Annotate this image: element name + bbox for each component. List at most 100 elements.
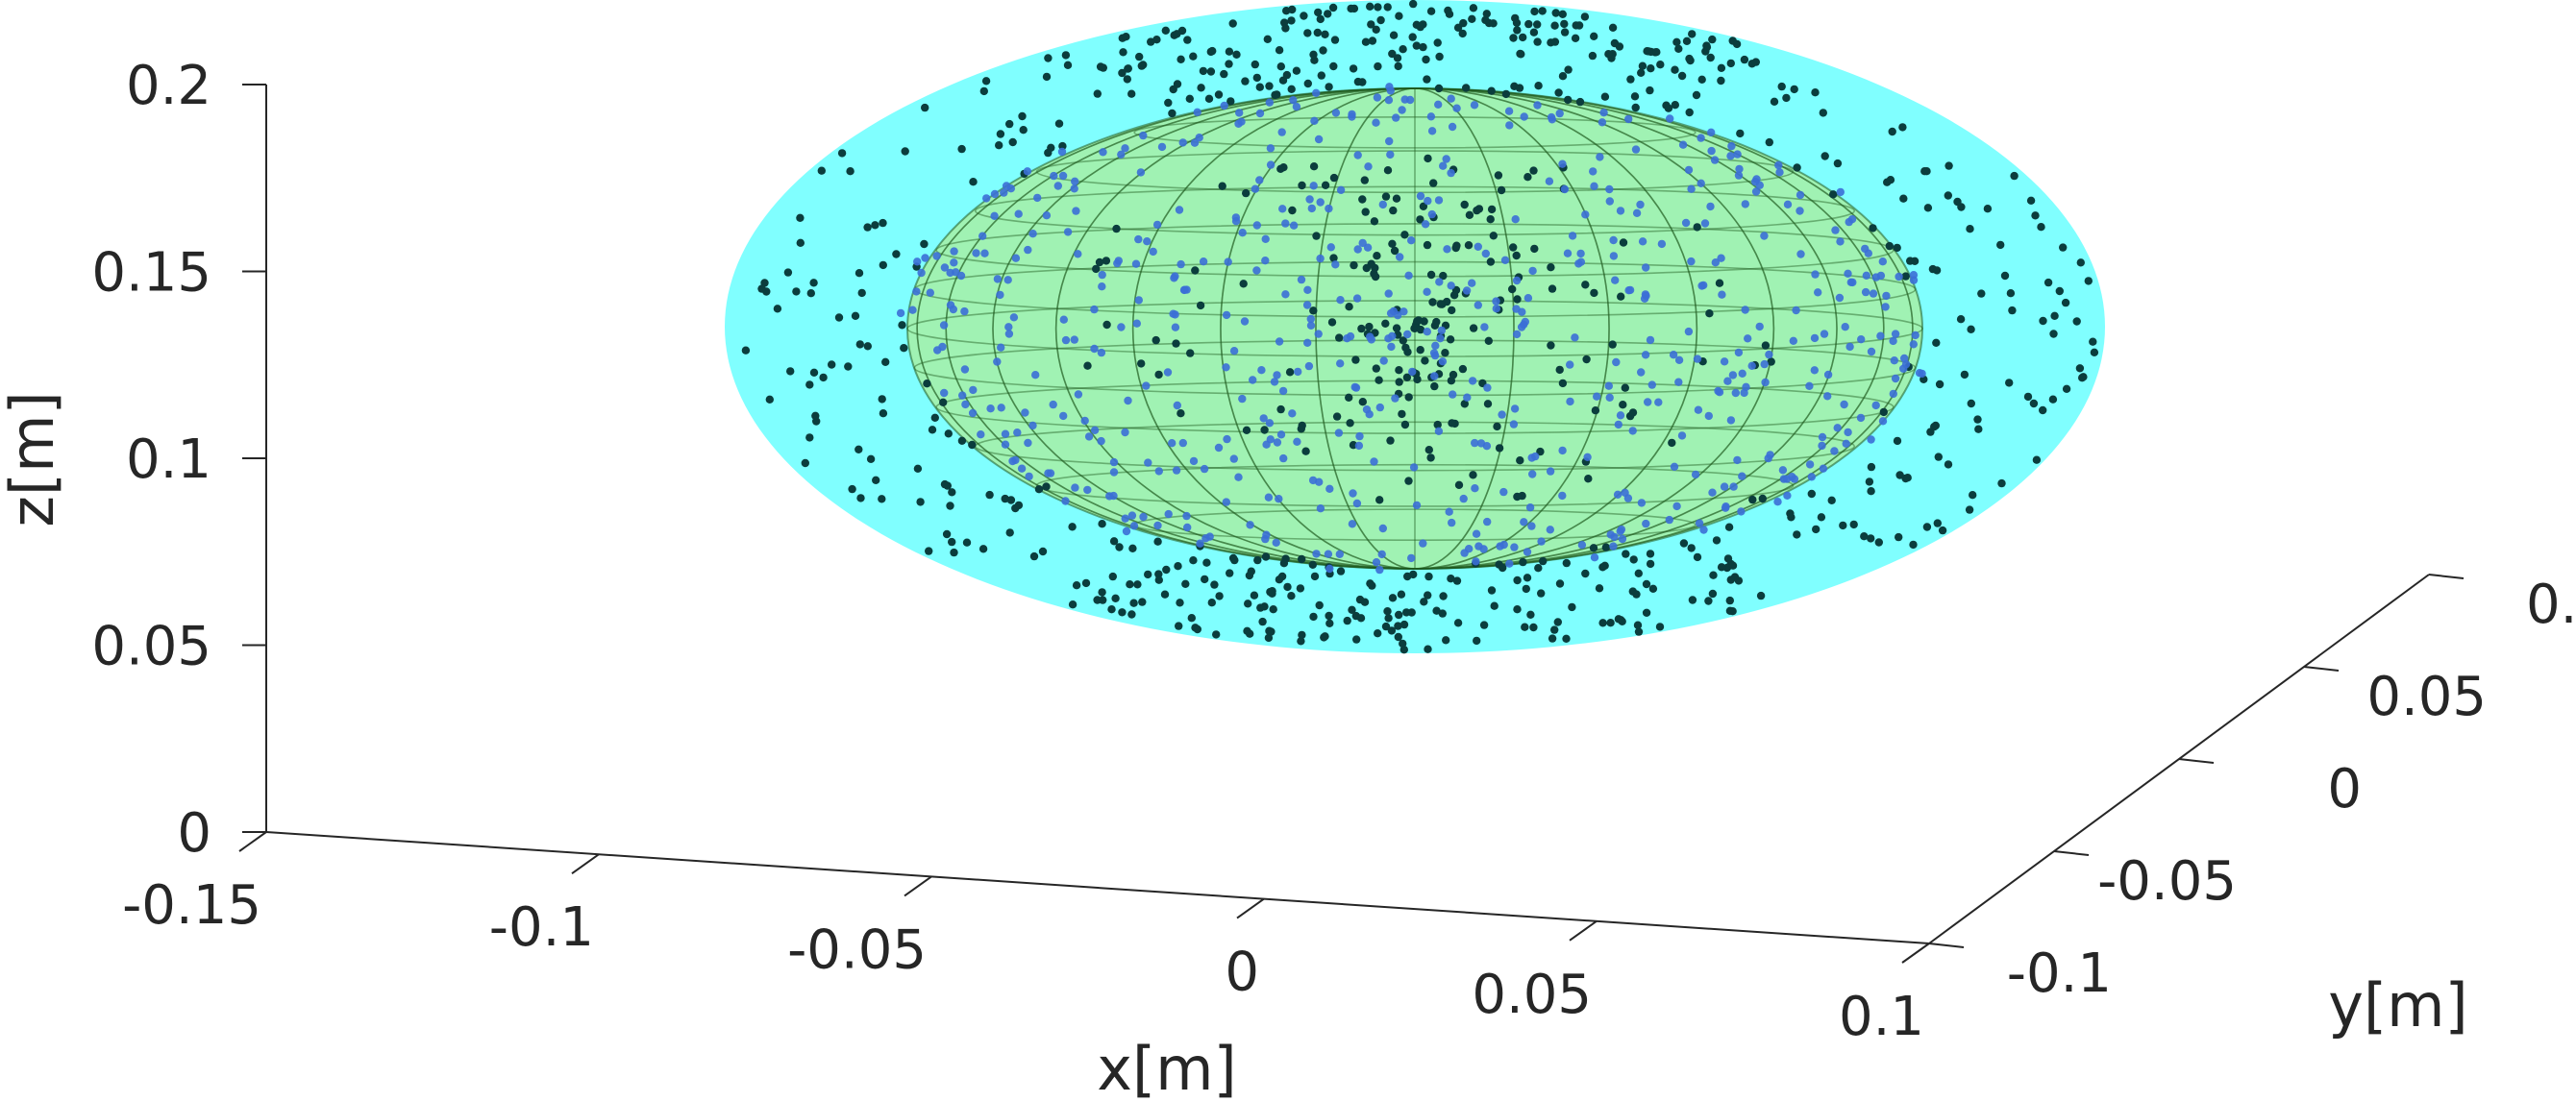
scatter-point-blue <box>1901 359 1911 369</box>
scatter-point-blue <box>1343 334 1351 343</box>
scatter-point-dark <box>1499 563 1507 573</box>
scatter-point-blue <box>1335 550 1345 558</box>
scatter-point-dark <box>1458 29 1467 38</box>
scatter-point-blue <box>1121 428 1129 437</box>
scatter-point-blue <box>1691 470 1700 479</box>
scatter-point-blue <box>1632 208 1642 217</box>
scatter-point-dark <box>1329 254 1338 262</box>
scatter-point-dark <box>1310 572 1320 581</box>
scatter-point-blue <box>1773 498 1782 506</box>
scatter-point-blue <box>1336 359 1345 368</box>
scatter-point-dark <box>1335 333 1344 342</box>
scatter-point-dark <box>1226 97 1235 106</box>
scatter-point-dark <box>1534 564 1543 573</box>
scatter-point-blue <box>1665 515 1674 525</box>
x-ticks: -0.15 -0.1 -0.05 0 0.05 0.1 <box>122 831 1930 1048</box>
scatter-point-blue <box>1669 351 1678 359</box>
scatter-point-dark <box>1922 523 1932 531</box>
scatter-point-blue <box>1729 482 1738 491</box>
scatter-point-blue <box>1699 526 1708 534</box>
scatter-point-dark <box>1402 373 1412 381</box>
scatter-point-dark <box>1404 477 1413 485</box>
scatter-point-blue <box>1385 136 1394 146</box>
scatter-point-dark <box>1439 271 1448 281</box>
scatter-point-dark <box>1265 82 1274 90</box>
scatter-point-dark <box>1384 614 1393 623</box>
scatter-point-blue <box>1609 235 1618 245</box>
scatter-point-dark <box>1366 2 1375 11</box>
scatter-point-dark <box>1642 579 1651 589</box>
scatter-point-dark <box>1865 478 1874 486</box>
scatter-point-blue <box>1427 209 1437 219</box>
scatter-point-dark <box>1207 599 1217 607</box>
scatter-point-blue <box>1774 160 1783 170</box>
scatter-point-dark <box>1232 50 1241 59</box>
scatter-point-dark <box>1740 55 1749 64</box>
scatter-point-dark <box>1320 633 1328 642</box>
scatter-point-dark <box>1197 84 1205 92</box>
scatter-point-blue <box>1273 438 1282 447</box>
scatter-point-dark <box>1608 340 1617 349</box>
scatter-point-blue <box>1720 482 1729 491</box>
scatter-point-dark <box>1564 65 1573 74</box>
scatter-point-dark <box>881 357 890 366</box>
scatter-point-dark <box>773 305 782 313</box>
scatter-point-dark <box>1849 520 1858 529</box>
scatter-point-dark <box>950 548 958 557</box>
scatter-point-blue <box>1593 392 1601 401</box>
scatter-point-blue <box>1297 275 1306 284</box>
scatter-point-dark <box>1879 407 1889 417</box>
scatter-point-blue <box>1605 393 1614 402</box>
scatter-point-dark <box>1617 616 1625 624</box>
scatter-point-blue <box>980 249 989 257</box>
scatter-point-blue <box>1362 405 1372 414</box>
scatter-point-blue <box>1011 254 1021 262</box>
scatter-point-blue <box>969 385 978 395</box>
scatter-point-dark <box>1281 24 1290 33</box>
scatter-point-blue <box>1527 522 1536 530</box>
scatter-point-blue <box>1737 507 1746 516</box>
scatter-point-dark <box>1068 523 1077 531</box>
scatter-point-dark <box>981 77 991 86</box>
scatter-point-blue <box>1312 550 1321 558</box>
scatter-point-dark <box>957 144 966 154</box>
scatter-point-dark <box>1581 281 1590 289</box>
scatter-point-dark <box>796 238 805 247</box>
scatter-point-dark <box>1388 594 1398 602</box>
scatter-point-dark <box>1758 494 1768 503</box>
scatter-point-blue <box>1303 338 1312 347</box>
scatter-point-blue <box>1747 361 1756 370</box>
scatter-point-blue <box>1409 463 1419 472</box>
scatter-point-dark <box>1102 257 1111 265</box>
scatter-point-dark <box>1977 289 1986 298</box>
scatter-point-blue <box>1717 254 1725 262</box>
scatter-point-dark <box>1513 492 1522 502</box>
scatter-point-blue <box>1008 456 1017 466</box>
scatter-point-dark <box>2029 399 2039 408</box>
scatter-point-blue <box>1448 122 1457 132</box>
scatter-point-blue <box>940 263 950 272</box>
scatter-point-blue <box>1823 370 1833 380</box>
scatter-point-dark <box>1909 540 1918 550</box>
scatter-point-blue <box>1220 101 1228 110</box>
scatter-point-dark <box>2010 171 2019 181</box>
scatter-point-blue <box>972 249 980 257</box>
scatter-point-dark <box>1454 480 1464 489</box>
scatter-point-dark <box>1173 30 1181 38</box>
scatter-point-dark <box>928 426 937 434</box>
scatter-point-dark <box>1394 632 1403 642</box>
scatter-point-blue <box>1143 237 1152 246</box>
scatter-point-blue <box>1261 234 1270 243</box>
scatter-point-blue <box>1071 177 1079 185</box>
scatter-point-dark <box>1316 14 1325 24</box>
scatter-point-blue <box>1811 270 1820 279</box>
scatter-point-blue <box>1372 558 1381 567</box>
scatter-point-dark <box>1181 579 1190 588</box>
scatter-point-dark <box>837 149 847 158</box>
scatter-point-dark <box>1288 5 1297 14</box>
scatter-point-dark <box>1469 471 1477 479</box>
scatter-point-blue <box>996 290 1004 300</box>
scatter-point-dark <box>1833 159 1843 168</box>
scatter-point-dark <box>968 440 977 450</box>
scatter-point-dark <box>1469 324 1478 332</box>
